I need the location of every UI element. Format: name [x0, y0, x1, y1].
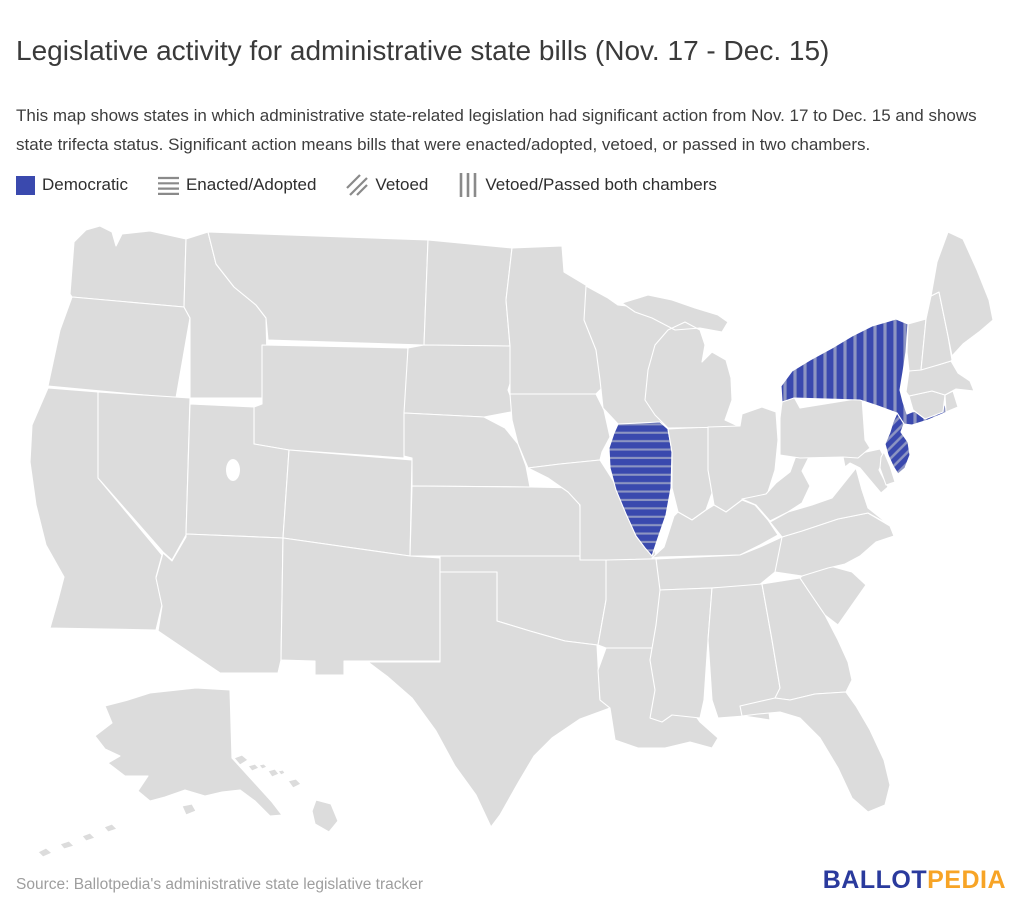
state-texas[interactable]	[367, 571, 611, 828]
us-map-svg	[29, 225, 994, 858]
state-mississippi[interactable]	[649, 587, 713, 723]
logo-ballot: BALLOT	[822, 866, 928, 894]
horizontal-lines-icon	[157, 176, 179, 195]
state-virginia[interactable]	[769, 467, 889, 538]
state-arizona[interactable]	[155, 533, 284, 674]
democratic-swatch-icon	[16, 175, 35, 195]
state-new-jersey[interactable]	[884, 412, 911, 475]
legend-item-democratic: Democratic	[16, 175, 128, 195]
state-west-virginia[interactable]	[741, 449, 811, 522]
state-hawaii[interactable]	[233, 754, 339, 833]
legend-item-vetoed-passed: Vetoed/Passed both chambers	[458, 173, 717, 197]
diagonal-lines-icon	[346, 174, 369, 196]
legend-label: Enacted/Adopted	[185, 175, 317, 194]
state-south-dakota[interactable]	[403, 344, 518, 418]
state-nebraska[interactable]	[403, 412, 531, 488]
state-iowa[interactable]	[509, 393, 611, 469]
state-colorado[interactable]	[282, 449, 413, 557]
state-new-mexico[interactable]	[280, 537, 441, 676]
legend: Democratic Enacted/Adopted Vetoed	[16, 170, 717, 200]
logo-pedia: PEDIA	[927, 866, 1006, 894]
legend-label: Democratic	[42, 175, 128, 194]
legend-item-vetoed: Vetoed	[346, 174, 428, 196]
state-indiana[interactable]	[667, 426, 714, 521]
state-kentucky[interactable]	[651, 499, 779, 559]
map-description: This map shows states in which administr…	[16, 106, 977, 154]
state-maine[interactable]	[930, 231, 994, 357]
page-title: Legislative activity for administrative …	[16, 34, 830, 66]
ballotpedia-logo: BALLOTPEDIA	[823, 866, 1006, 895]
state-pennsylvania[interactable]	[779, 396, 871, 459]
state-north-dakota[interactable]	[423, 239, 513, 347]
state-delaware[interactable]	[879, 451, 896, 486]
source-text: Source: Ballotpedia's administrative sta…	[16, 876, 424, 893]
state-kansas[interactable]	[409, 485, 583, 557]
state-vermont[interactable]	[906, 318, 927, 372]
state-oregon[interactable]	[47, 296, 191, 399]
state-washington[interactable]	[69, 225, 187, 308]
state-wyoming[interactable]	[253, 344, 409, 459]
vertical-lines-icon	[460, 173, 477, 197]
state-alaska[interactable]	[37, 687, 283, 858]
us-map	[10, 212, 1010, 862]
legend-label: Vetoed/Passed both chambers	[485, 175, 717, 194]
legend-item-enacted: Enacted/Adopted	[157, 175, 317, 195]
state-california[interactable]	[29, 387, 163, 631]
legend-label: Vetoed	[375, 175, 429, 194]
state-florida[interactable]	[739, 691, 891, 813]
great-salt-lake	[226, 459, 240, 481]
